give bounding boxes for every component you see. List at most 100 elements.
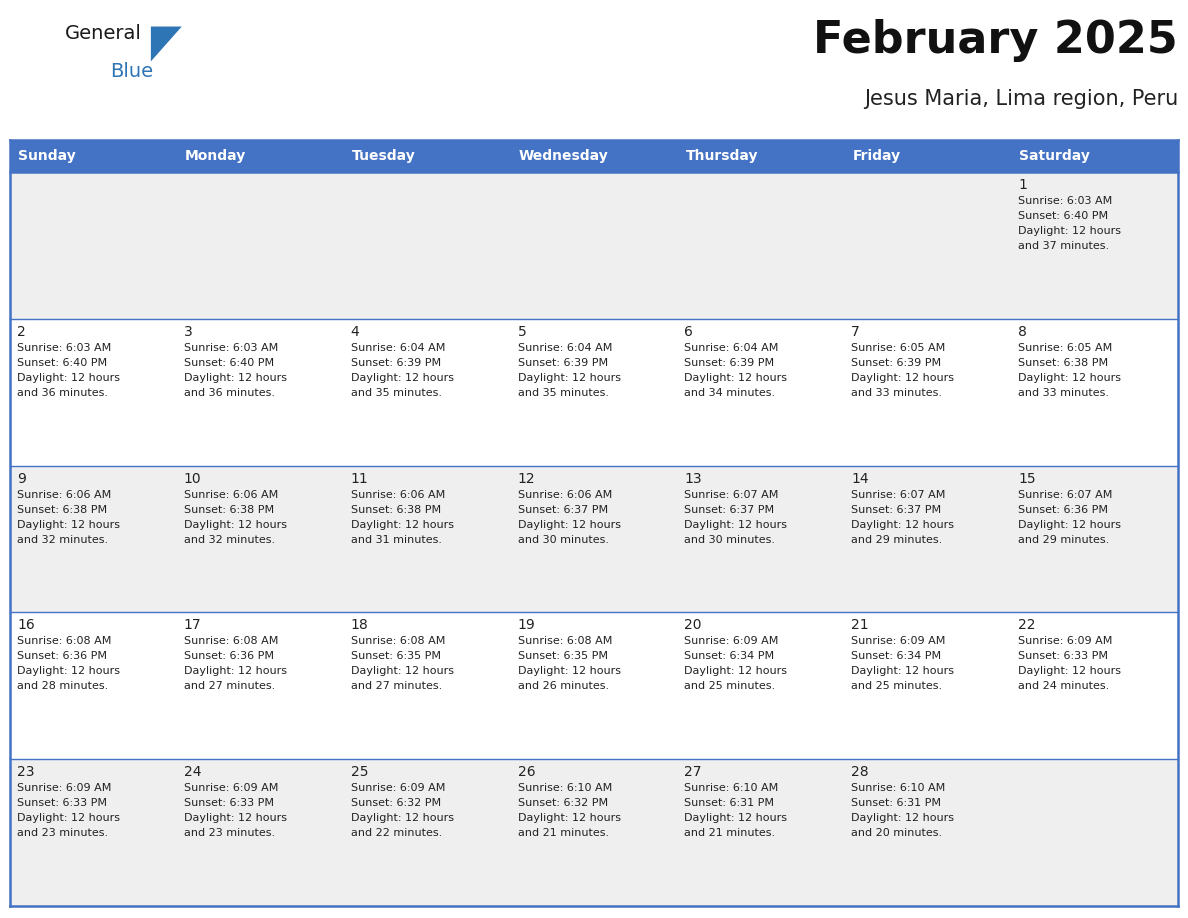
Text: and 23 minutes.: and 23 minutes. [17, 828, 108, 838]
Text: General: General [65, 24, 143, 43]
Text: 16: 16 [17, 619, 34, 633]
Text: Daylight: 12 hours: Daylight: 12 hours [852, 813, 954, 823]
Text: Daylight: 12 hours: Daylight: 12 hours [684, 813, 788, 823]
Text: and 37 minutes.: and 37 minutes. [1018, 241, 1110, 251]
Bar [10, 140, 177, 172]
Text: and 36 minutes.: and 36 minutes. [184, 387, 274, 397]
Text: Daylight: 12 hours: Daylight: 12 hours [350, 666, 454, 677]
Text: and 26 minutes.: and 26 minutes. [518, 681, 608, 691]
Text: 4: 4 [350, 325, 360, 339]
Text: Sunrise: 6:08 AM: Sunrise: 6:08 AM [17, 636, 112, 646]
Text: Daylight: 12 hours: Daylight: 12 hours [684, 520, 788, 530]
Bar [845, 172, 1011, 319]
Text: Sunset: 6:37 PM: Sunset: 6:37 PM [852, 505, 941, 515]
Text: Sunset: 6:33 PM: Sunset: 6:33 PM [184, 798, 274, 808]
Text: Sunset: 6:39 PM: Sunset: 6:39 PM [350, 358, 441, 368]
Bar [511, 465, 677, 612]
Text: Sunset: 6:36 PM: Sunset: 6:36 PM [17, 652, 107, 661]
Text: and 32 minutes.: and 32 minutes. [17, 534, 108, 544]
Text: Sunrise: 6:09 AM: Sunrise: 6:09 AM [17, 783, 112, 793]
Text: Sunrise: 6:08 AM: Sunrise: 6:08 AM [184, 636, 278, 646]
Bar [511, 759, 677, 906]
Text: Daylight: 12 hours: Daylight: 12 hours [184, 520, 286, 530]
Text: 23: 23 [17, 766, 34, 779]
Text: Daylight: 12 hours: Daylight: 12 hours [350, 373, 454, 383]
Text: Sunset: 6:32 PM: Sunset: 6:32 PM [350, 798, 441, 808]
Text: and 21 minutes.: and 21 minutes. [684, 828, 776, 838]
Text: Sunset: 6:35 PM: Sunset: 6:35 PM [350, 652, 441, 661]
Text: and 36 minutes.: and 36 minutes. [17, 387, 108, 397]
Text: Sunrise: 6:05 AM: Sunrise: 6:05 AM [852, 342, 946, 353]
Text: Sunset: 6:39 PM: Sunset: 6:39 PM [852, 358, 941, 368]
Bar [343, 759, 511, 906]
Bar [177, 172, 343, 319]
Text: Jesus Maria, Lima region, Peru: Jesus Maria, Lima region, Peru [864, 89, 1178, 109]
Bar [1011, 140, 1178, 172]
Text: Sunset: 6:38 PM: Sunset: 6:38 PM [1018, 358, 1108, 368]
Text: and 20 minutes.: and 20 minutes. [852, 828, 942, 838]
Text: Tuesday: Tuesday [352, 149, 416, 163]
Text: 28: 28 [852, 766, 868, 779]
Bar [177, 140, 343, 172]
Bar [10, 612, 177, 759]
Text: Sunset: 6:39 PM: Sunset: 6:39 PM [518, 358, 608, 368]
Text: 3: 3 [184, 325, 192, 339]
Text: Sunrise: 6:04 AM: Sunrise: 6:04 AM [518, 342, 612, 353]
Text: Daylight: 12 hours: Daylight: 12 hours [1018, 226, 1121, 236]
Bar [677, 465, 845, 612]
Text: and 24 minutes.: and 24 minutes. [1018, 681, 1110, 691]
Bar [10, 465, 177, 612]
Text: Daylight: 12 hours: Daylight: 12 hours [852, 666, 954, 677]
Bar [677, 612, 845, 759]
Text: Sunset: 6:38 PM: Sunset: 6:38 PM [184, 505, 274, 515]
Text: Daylight: 12 hours: Daylight: 12 hours [17, 813, 120, 823]
Text: 11: 11 [350, 472, 368, 486]
Text: and 29 minutes.: and 29 minutes. [1018, 534, 1110, 544]
Text: Daylight: 12 hours: Daylight: 12 hours [518, 373, 620, 383]
Text: Thursday: Thursday [685, 149, 758, 163]
Text: Sunrise: 6:06 AM: Sunrise: 6:06 AM [518, 489, 612, 499]
Text: Sunrise: 6:05 AM: Sunrise: 6:05 AM [1018, 342, 1112, 353]
Text: Sunset: 6:40 PM: Sunset: 6:40 PM [1018, 211, 1108, 221]
Text: 2: 2 [17, 325, 26, 339]
Text: Sunrise: 6:07 AM: Sunrise: 6:07 AM [684, 489, 779, 499]
Text: Sunset: 6:35 PM: Sunset: 6:35 PM [518, 652, 607, 661]
Bar [677, 759, 845, 906]
Text: Saturday: Saturday [1019, 149, 1091, 163]
Text: Daylight: 12 hours: Daylight: 12 hours [350, 813, 454, 823]
Bar [10, 759, 177, 906]
Text: Sunrise: 6:04 AM: Sunrise: 6:04 AM [684, 342, 779, 353]
Text: Sunrise: 6:03 AM: Sunrise: 6:03 AM [184, 342, 278, 353]
Text: Sunday: Sunday [18, 149, 76, 163]
Bar [1011, 759, 1178, 906]
Text: 5: 5 [518, 325, 526, 339]
Text: 10: 10 [184, 472, 202, 486]
Text: Sunrise: 6:08 AM: Sunrise: 6:08 AM [350, 636, 446, 646]
Text: and 34 minutes.: and 34 minutes. [684, 387, 776, 397]
Text: and 23 minutes.: and 23 minutes. [184, 828, 274, 838]
Bar [1011, 172, 1178, 319]
Text: and 25 minutes.: and 25 minutes. [684, 681, 776, 691]
Text: Sunset: 6:33 PM: Sunset: 6:33 PM [1018, 652, 1108, 661]
Text: Sunrise: 6:08 AM: Sunrise: 6:08 AM [518, 636, 612, 646]
Bar [845, 612, 1011, 759]
Bar [177, 465, 343, 612]
Text: and 32 minutes.: and 32 minutes. [184, 534, 274, 544]
Text: and 30 minutes.: and 30 minutes. [518, 534, 608, 544]
Text: 21: 21 [852, 619, 868, 633]
Text: 26: 26 [518, 766, 536, 779]
Text: and 33 minutes.: and 33 minutes. [1018, 387, 1110, 397]
Text: and 30 minutes.: and 30 minutes. [684, 534, 776, 544]
Text: Sunrise: 6:09 AM: Sunrise: 6:09 AM [184, 783, 278, 793]
Bar [1011, 612, 1178, 759]
Text: Sunrise: 6:03 AM: Sunrise: 6:03 AM [1018, 196, 1112, 206]
Bar [343, 319, 511, 465]
Text: Daylight: 12 hours: Daylight: 12 hours [518, 666, 620, 677]
Text: Daylight: 12 hours: Daylight: 12 hours [17, 520, 120, 530]
Text: Sunset: 6:34 PM: Sunset: 6:34 PM [684, 652, 775, 661]
Text: Sunrise: 6:09 AM: Sunrise: 6:09 AM [852, 636, 946, 646]
Bar [177, 319, 343, 465]
Text: Sunrise: 6:06 AM: Sunrise: 6:06 AM [184, 489, 278, 499]
Bar [10, 319, 177, 465]
Text: Daylight: 12 hours: Daylight: 12 hours [17, 373, 120, 383]
